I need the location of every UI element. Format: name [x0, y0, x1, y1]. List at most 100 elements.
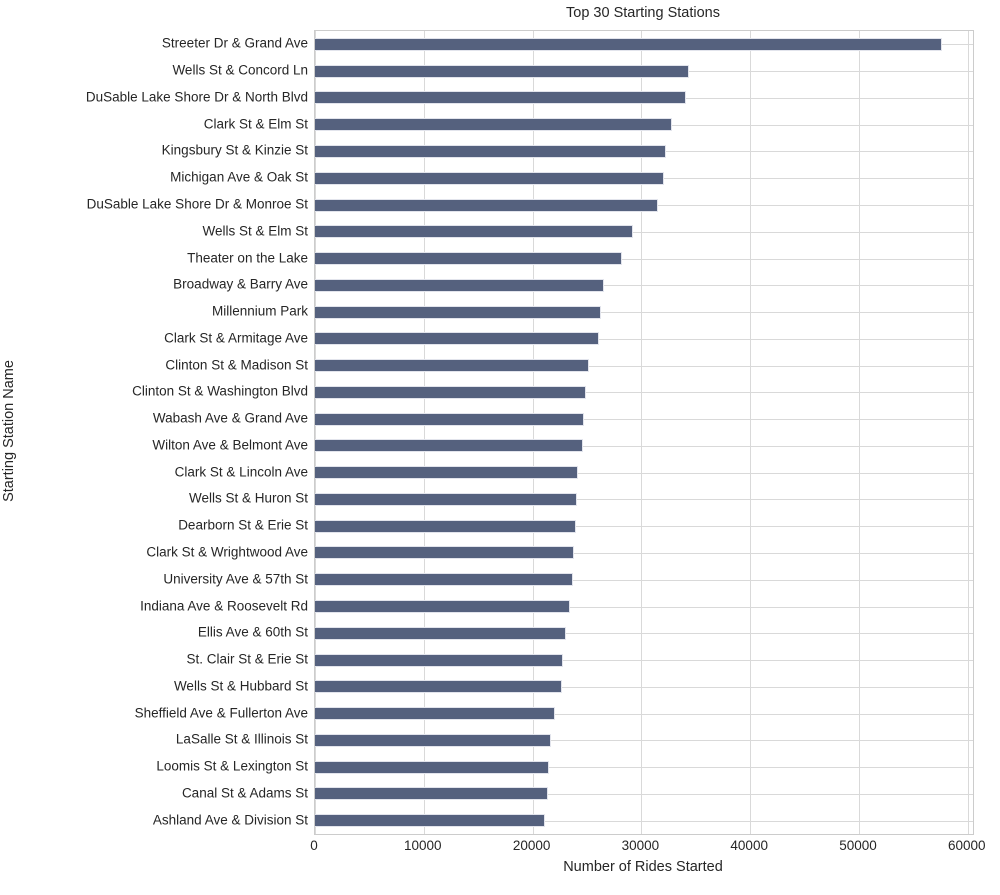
y-tick-label: Streeter Dr & Grand Ave — [161, 35, 308, 51]
y-gridline — [315, 633, 973, 635]
bar — [315, 600, 570, 613]
bar — [315, 252, 622, 265]
x-gridline — [859, 31, 860, 834]
chart-title: Top 30 Starting Stations — [566, 5, 720, 21]
y-tick-label: Clark St & Lincoln Ave — [174, 464, 308, 480]
bar — [315, 680, 562, 694]
y-tick-label: Wells St & Huron St — [188, 490, 308, 506]
bar — [315, 359, 590, 373]
bar — [315, 332, 599, 346]
y-gridline — [315, 472, 973, 474]
x-tick-label: 30000 — [621, 838, 660, 853]
y-tick-label: Wells St & Elm St — [202, 223, 308, 239]
bar — [315, 439, 583, 453]
bar — [315, 118, 672, 132]
x-gridline — [423, 31, 425, 834]
x-gridline — [315, 31, 316, 834]
y-gridline — [315, 499, 973, 501]
y-gridline — [315, 740, 973, 742]
x-tick-labels: 0 10000 20000 30000 40000 50000 60000 — [310, 838, 985, 856]
y-gridline — [315, 312, 973, 314]
bar — [315, 626, 567, 640]
y-tick-labels: Streeter Dr & Grand Ave Wells St & Concor… — [0, 30, 308, 833]
bar — [315, 225, 633, 239]
y-gridline — [315, 231, 973, 233]
bar — [315, 171, 665, 185]
x-gridline — [532, 31, 534, 834]
y-tick-label: DuSable Lake Shore Dr & North Blvd — [85, 89, 308, 105]
bar — [315, 412, 584, 426]
y-tick-label: Clinton St & Madison St — [165, 357, 308, 373]
y-tick-label: Wells St & Hubbard St — [173, 678, 308, 694]
y-tick-label: Theater on the Lake — [187, 250, 308, 265]
bar — [315, 653, 564, 667]
x-tick-label: 10000 — [404, 838, 442, 853]
y-tick-label: Ashland Ave & Division St — [152, 812, 308, 828]
y-gridline — [315, 258, 973, 260]
y-gridline — [315, 419, 973, 421]
y-tick-label: Indiana Ave & Roosevelt Rd — [140, 598, 308, 613]
y-tick-label: Sheffield Ave & Fullerton Ave — [134, 705, 308, 720]
bar — [315, 385, 586, 399]
y-tick-label: Clinton St & Washington Blvd — [132, 383, 308, 399]
x-tick-label: 0 — [310, 838, 318, 853]
bar — [315, 144, 667, 158]
y-gridline — [315, 285, 973, 287]
y-gridline — [315, 579, 973, 581]
y-tick-label: Loomis St & Lexington St — [156, 758, 308, 774]
bar — [315, 198, 658, 212]
x-gridline — [967, 31, 969, 834]
y-gridline — [315, 338, 973, 340]
y-tick-label: LaSalle St & Illinois St — [175, 731, 308, 747]
x-tick-label: 40000 — [730, 838, 768, 853]
y-tick-label: University Ave & 57th St — [163, 571, 308, 587]
x-tick-label: 60000 — [948, 838, 986, 853]
bar — [315, 91, 686, 105]
y-tick-label: DuSable Lake Shore Dr & Monroe St — [86, 196, 308, 212]
y-tick-label: Canal St & Adams St — [181, 785, 308, 801]
plot-area — [314, 30, 974, 835]
x-tick-label: 20000 — [512, 838, 551, 853]
x-gridline — [641, 31, 643, 834]
y-gridline — [315, 767, 973, 769]
bar — [315, 519, 577, 533]
y-tick-label: Dearborn St & Erie St — [178, 517, 308, 533]
y-tick-label: Michigan Ave & Oak St — [170, 169, 308, 185]
y-gridline — [315, 686, 973, 688]
x-tick-label: 50000 — [839, 838, 877, 853]
y-tick-label: Clark St & Armitage Ave — [164, 330, 308, 346]
y-gridline — [315, 606, 973, 608]
y-tick-label: Kingsbury St & Kinzie St — [161, 142, 308, 158]
y-tick-label: Wilton Ave & Belmont Ave — [152, 437, 308, 453]
y-tick-label: Wabash Ave & Grand Ave — [152, 410, 308, 426]
y-tick-label: Clark St & Wrightwood Ave — [146, 544, 308, 560]
bar — [315, 278, 605, 292]
y-gridline — [315, 793, 973, 795]
bar — [315, 37, 942, 51]
bar — [315, 546, 574, 560]
bar — [315, 466, 579, 480]
bar — [315, 707, 556, 720]
y-tick-label: Wells St & Concord Ln — [172, 62, 308, 78]
y-gridline — [315, 392, 973, 394]
y-gridline — [315, 713, 973, 715]
bar — [315, 733, 552, 747]
bar — [315, 492, 578, 506]
x-gridline — [750, 31, 752, 834]
y-tick-label: Clark St & Elm St — [203, 116, 308, 132]
bar — [315, 760, 549, 774]
y-gridline — [315, 445, 973, 447]
y-tick-label: Broadway & Barry Ave — [173, 276, 308, 292]
y-gridline — [315, 526, 973, 528]
bar — [315, 787, 548, 801]
y-gridline — [315, 660, 973, 661]
y-gridline — [315, 552, 973, 554]
y-gridline — [315, 820, 973, 822]
y-tick-label: Ellis Ave & 60th St — [197, 624, 308, 640]
bar — [315, 814, 545, 828]
bar — [315, 64, 690, 78]
y-tick-label: Millennium Park — [211, 303, 308, 319]
y-gridline — [315, 365, 973, 367]
bar — [315, 305, 602, 319]
